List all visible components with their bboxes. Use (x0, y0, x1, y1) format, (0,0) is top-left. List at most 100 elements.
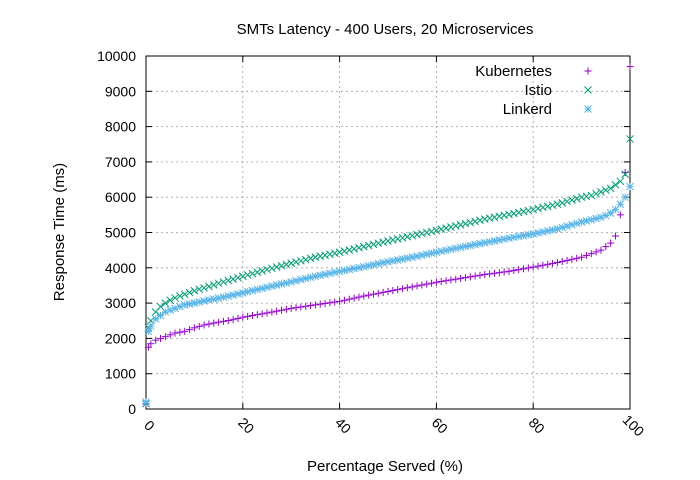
data-point (393, 235, 402, 243)
data-point (597, 246, 605, 254)
data-point (330, 268, 339, 277)
data-point (258, 284, 267, 293)
data-point (200, 297, 208, 305)
data-point (171, 304, 179, 313)
data-point (253, 311, 261, 319)
data-point (534, 229, 542, 237)
data-point (195, 322, 203, 330)
x-tick-label: 20 (235, 414, 257, 436)
data-point (258, 267, 267, 275)
data-point (548, 201, 557, 210)
data-point (176, 292, 184, 300)
data-point (597, 213, 605, 222)
data-point (369, 240, 378, 249)
data-point (282, 279, 291, 287)
data-point (418, 281, 426, 289)
y-tick-label: 3000 (105, 295, 136, 311)
data-point (365, 291, 373, 299)
data-point (563, 256, 571, 264)
data-point (398, 233, 407, 242)
data-point (553, 259, 561, 267)
data-point (219, 278, 228, 286)
data-point (374, 289, 382, 297)
data-point (166, 331, 174, 339)
data-point (524, 206, 533, 215)
data-point (273, 307, 281, 315)
data-point (229, 316, 237, 324)
data-point (161, 333, 169, 341)
data-point (626, 182, 634, 191)
data-point (607, 239, 615, 247)
data-point (355, 263, 363, 272)
data-point (500, 235, 509, 243)
data-point (592, 248, 600, 256)
data-point (534, 204, 542, 213)
data-point (539, 261, 547, 269)
data-point (248, 312, 256, 320)
data-point (384, 257, 392, 266)
data-point (345, 295, 353, 303)
data-point (144, 343, 152, 351)
data-point (156, 311, 165, 320)
data-point (529, 205, 538, 214)
data-point (515, 266, 523, 274)
data-point (413, 230, 421, 239)
data-point (490, 269, 498, 277)
data-point (214, 294, 223, 303)
data-point (258, 310, 266, 318)
data-point (215, 318, 223, 326)
data-point (267, 282, 276, 291)
y-tick-label: 5000 (105, 225, 136, 241)
data-point (456, 220, 465, 229)
data-point (461, 274, 469, 282)
data-point (587, 191, 596, 200)
data-point (413, 282, 421, 290)
data-point (408, 231, 417, 240)
y-tick-label: 6000 (105, 189, 136, 205)
data-point (573, 254, 581, 262)
data-point (509, 209, 518, 218)
data-point (529, 263, 537, 271)
data-point (267, 264, 276, 273)
data-point (418, 251, 426, 260)
data-point (563, 222, 571, 230)
data-point (282, 305, 290, 313)
data-point (432, 248, 441, 257)
data-point (157, 334, 165, 342)
data-point (428, 279, 436, 287)
data-point (263, 309, 271, 317)
data-point (229, 291, 237, 299)
data-point (457, 274, 465, 282)
data-point (190, 286, 199, 295)
data-point (331, 298, 339, 306)
data-point (210, 319, 218, 327)
data-point (297, 303, 305, 311)
data-point (568, 196, 576, 204)
data-point (572, 194, 581, 203)
data-point (311, 253, 320, 262)
data-point (161, 299, 170, 307)
data-point (568, 220, 576, 229)
data-point (301, 255, 310, 264)
data-point (234, 273, 242, 282)
y-axis-label: Response Time (ms) (51, 163, 68, 301)
data-point (476, 216, 484, 225)
data-point (292, 304, 300, 312)
data-point (326, 269, 334, 278)
data-point (311, 301, 319, 309)
data-point (393, 256, 402, 264)
data-point (616, 177, 625, 186)
data-point (399, 285, 407, 293)
data-point (190, 299, 199, 307)
data-point (253, 268, 262, 277)
data-point (611, 180, 620, 189)
data-point (297, 275, 305, 284)
data-point (384, 287, 392, 295)
data-point (185, 288, 194, 297)
data-point (243, 271, 252, 279)
data-point (587, 215, 596, 224)
data-point (510, 266, 518, 274)
y-tick-label: 1000 (105, 366, 136, 382)
data-point (345, 265, 354, 274)
data-point (578, 253, 586, 261)
